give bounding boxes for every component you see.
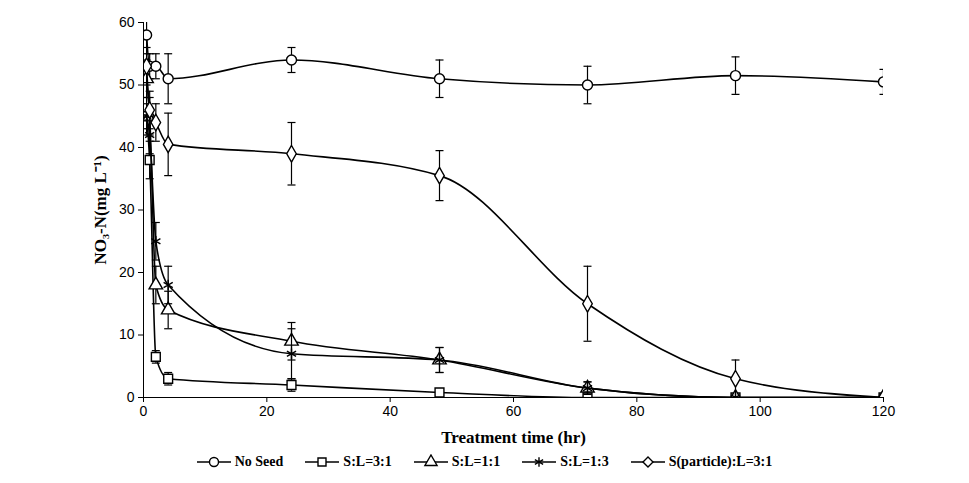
svg-text:NO₃-N(mg L⁻¹): NO₃-N(mg L⁻¹) <box>91 155 110 264</box>
svg-text:50: 50 <box>119 76 135 92</box>
svg-text:0: 0 <box>127 389 135 405</box>
svg-text:0: 0 <box>140 403 148 419</box>
svg-text:60: 60 <box>119 14 135 30</box>
svg-text:40: 40 <box>119 139 135 155</box>
html-text:S(particle):L=3:1: S(particle):L=3:1 <box>668 454 773 469</box>
svg-text:120: 120 <box>872 403 896 419</box>
svg-text:20: 20 <box>259 403 275 419</box>
html-text:No Seed: No Seed <box>234 454 284 469</box>
html-text:S:L=1:1: S:L=1:1 <box>451 454 501 469</box>
svg-text:Treatment time (hr): Treatment time (hr) <box>441 428 586 447</box>
svg-text:30: 30 <box>119 201 135 217</box>
svg-text:10: 10 <box>119 326 135 342</box>
svg-text:40: 40 <box>382 403 398 419</box>
svg-text:80: 80 <box>629 403 645 419</box>
html-text:S:L=3:1: S:L=3:1 <box>343 454 392 469</box>
svg-text:20: 20 <box>119 264 135 280</box>
html-text:S:L=1:3: S:L=1:3 <box>560 454 609 469</box>
svg-text:100: 100 <box>748 403 772 419</box>
svg-text:60: 60 <box>506 403 522 419</box>
